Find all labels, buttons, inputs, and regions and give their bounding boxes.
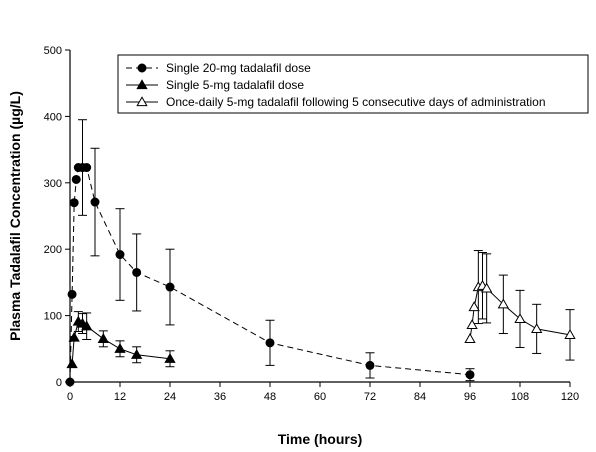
x-axis: 0 12 24 36 48 60 72 84 96 108 120	[67, 382, 579, 403]
series-2	[66, 311, 176, 369]
y-tick-label: 0	[56, 377, 62, 389]
data-point	[97, 333, 109, 343]
x-tick-label: 84	[414, 391, 426, 403]
data-point	[468, 301, 480, 312]
data-point	[164, 352, 176, 363]
data-point	[514, 313, 526, 324]
x-tick-label: 72	[364, 391, 376, 403]
data-point	[497, 298, 509, 309]
x-tick-label: 108	[511, 391, 529, 403]
legend-label: Once-daily 5-mg tadalafil following 5 co…	[166, 95, 546, 109]
y-tick-label: 100	[44, 311, 62, 323]
y-tick-label: 200	[44, 244, 62, 256]
y-tick-label: 500	[44, 45, 62, 57]
legend-label: Single 20-mg tadalafil dose	[166, 61, 311, 75]
legend-marker	[136, 79, 148, 90]
y-tick-label: 300	[44, 178, 62, 190]
series-layer	[65, 119, 576, 387]
data-point	[131, 348, 143, 359]
legend: Single 20-mg tadalafil dose Single 5-mg t…	[117, 54, 589, 114]
x-tick-label: 96	[464, 391, 476, 403]
legend-box	[117, 54, 589, 114]
legend-label: Single 5-mg tadalafil dose	[166, 78, 304, 92]
data-point	[481, 282, 493, 293]
legend-marker	[137, 63, 147, 73]
data-point	[265, 338, 275, 348]
legend-item: Single 20-mg tadalafil dose	[126, 61, 311, 75]
legend-marker	[136, 96, 148, 107]
data-point	[115, 250, 125, 260]
data-point	[564, 329, 576, 339]
legend-item: Single 5-mg tadalafil dose	[126, 78, 304, 92]
x-tick-label: 120	[561, 391, 579, 403]
legend-item: Once-daily 5-mg tadalafil following 5 co…	[126, 95, 546, 109]
data-point	[69, 198, 79, 208]
x-axis-label: Time (hours)	[278, 431, 363, 447]
x-tick-label: 36	[214, 391, 226, 403]
data-point	[90, 197, 100, 207]
data-point	[132, 267, 142, 277]
data-point	[365, 360, 375, 370]
data-point	[465, 370, 475, 380]
x-tick-label: 0	[67, 391, 73, 403]
y-axis: 0 100 200 300 400 500	[44, 45, 70, 389]
data-point	[65, 377, 75, 387]
x-tick-label: 24	[164, 391, 176, 403]
data-point	[81, 320, 93, 331]
data-point	[68, 331, 80, 342]
x-tick-label: 60	[314, 391, 326, 403]
data-point	[67, 289, 77, 299]
data-point	[114, 342, 126, 353]
x-tick-label: 12	[114, 391, 126, 403]
y-axis-label: Plasma Tadalafil Concentration (µg/L)	[7, 91, 23, 341]
data-point	[66, 358, 78, 369]
x-tick-label: 48	[264, 391, 276, 403]
data-point	[165, 282, 175, 292]
data-point	[531, 323, 543, 333]
data-point	[71, 174, 81, 184]
series-1	[65, 119, 475, 387]
y-tick-label: 400	[44, 111, 62, 123]
series-3	[464, 250, 576, 361]
data-point	[466, 319, 478, 329]
data-point	[464, 333, 476, 343]
data-point	[82, 163, 92, 173]
